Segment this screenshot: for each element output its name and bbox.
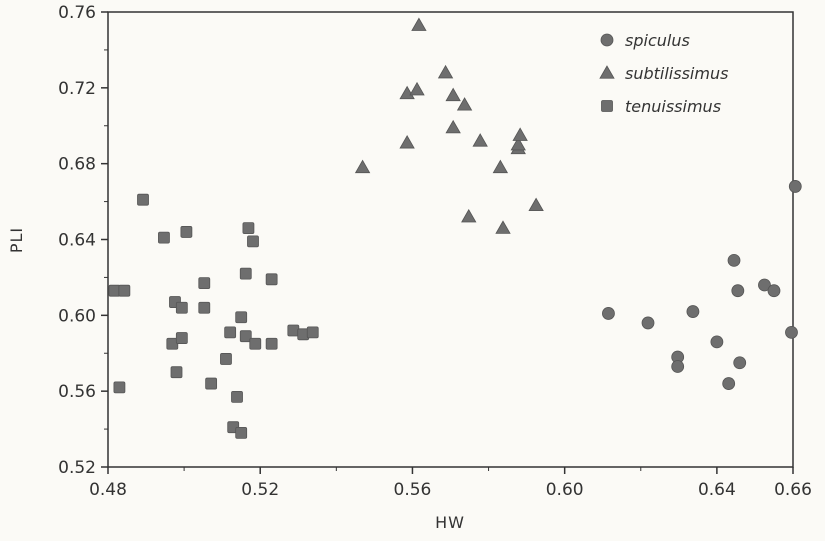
legend-item-subtilissimus: subtilissimus xyxy=(599,64,728,83)
subtilissimus-point xyxy=(445,119,461,134)
subtilissimus-point xyxy=(437,64,454,79)
x-tick-label: 0.64 xyxy=(698,480,736,500)
tenuissimus-point xyxy=(175,301,188,314)
spiculus-point xyxy=(727,253,741,267)
subtilissimus-point xyxy=(512,127,528,141)
tenuissimus-point xyxy=(287,324,300,337)
spiculus-point xyxy=(731,284,745,298)
tenuissimus-point xyxy=(265,337,278,350)
y-tick-label: 0.76 xyxy=(58,3,96,23)
spiculus-point xyxy=(722,377,736,390)
tenuissimus-point xyxy=(235,311,248,324)
spiculus-point xyxy=(671,360,685,373)
tenuissimus-point xyxy=(235,426,248,439)
spiculus-point xyxy=(602,307,615,320)
subtilissimus-point xyxy=(510,136,526,151)
legend-marker-triangle xyxy=(599,65,615,79)
subtilissimus-point xyxy=(409,81,425,96)
tenuissimus-point xyxy=(247,235,259,248)
x-axis-title: HW xyxy=(435,513,465,532)
legend-item-spiculus: spiculus xyxy=(600,31,690,50)
tenuissimus-point xyxy=(108,284,121,297)
tenuissimus-point xyxy=(306,326,319,339)
y-axis-title: PLI xyxy=(7,227,26,253)
y-axis: 0.52 0.56 0.60 0.64 0.68 0.72 0.76 xyxy=(58,3,108,478)
subtilissimus-point xyxy=(399,85,415,100)
x-tick-label: 0.52 xyxy=(241,480,279,500)
series-subtilissimus xyxy=(354,17,544,234)
tenuissimus-point xyxy=(180,226,193,238)
legend-label: spiculus xyxy=(625,31,690,50)
tenuissimus-point xyxy=(239,330,252,343)
tenuissimus-point xyxy=(175,332,188,344)
tenuissimus-point xyxy=(137,193,149,206)
legend-marker-circle xyxy=(600,33,614,47)
subtilissimus-point xyxy=(399,135,415,149)
y-tick-label: 0.64 xyxy=(58,231,96,251)
subtilissimus-point xyxy=(445,87,461,102)
subtilissimus-point xyxy=(456,97,473,111)
y-tick-label: 0.60 xyxy=(58,306,96,326)
legend-label: subtilissimus xyxy=(625,64,728,83)
subtilissimus-point xyxy=(354,159,371,174)
x-tick-label: 0.48 xyxy=(89,480,127,500)
legend-marker-square xyxy=(601,100,613,112)
spiculus-point xyxy=(785,325,798,339)
tenuissimus-point xyxy=(224,326,237,339)
tenuissimus-point xyxy=(113,381,126,394)
tenuissimus-point xyxy=(265,273,278,286)
y-tick-label: 0.68 xyxy=(58,155,96,175)
tenuissimus-point xyxy=(198,277,211,290)
tenuissimus-point xyxy=(242,222,255,235)
spiculus-point xyxy=(733,356,747,370)
tenuissimus-point xyxy=(158,231,170,244)
tenuissimus-point xyxy=(198,301,211,314)
x-tick-label: 0.60 xyxy=(546,480,584,500)
data-points xyxy=(108,17,802,439)
subtilissimus-point xyxy=(528,197,544,212)
tenuissimus-point xyxy=(239,267,252,280)
subtilissimus-point xyxy=(472,133,488,147)
subtilissimus-point xyxy=(411,17,427,31)
legend-label: tenuissimus xyxy=(625,97,721,116)
tenuissimus-point xyxy=(231,390,243,403)
spiculus-point xyxy=(758,278,771,292)
x-tick-label: 0.66 xyxy=(774,480,812,500)
tenuissimus-point xyxy=(170,366,183,379)
y-tick-label: 0.56 xyxy=(58,382,96,402)
tenuissimus-point xyxy=(220,353,232,365)
y-tick-label: 0.72 xyxy=(58,79,96,99)
y-tick-label: 0.52 xyxy=(58,458,96,478)
subtilissimus-point xyxy=(495,220,511,234)
subtilissimus-point xyxy=(492,159,509,174)
tenuissimus-point xyxy=(205,377,218,390)
legend-item-tenuissimus: tenuissimus xyxy=(601,97,721,116)
legend: spiculus subtilissimus tenuissimus xyxy=(599,31,728,116)
spiculus-point xyxy=(788,180,802,193)
x-axis: 0.48 0.52 0.56 0.60 0.64 0.66 xyxy=(89,467,812,500)
spiculus-point xyxy=(767,284,781,298)
tenuissimus-point xyxy=(249,337,262,350)
spiculus-point xyxy=(710,335,724,349)
series-tenuissimus xyxy=(108,193,319,439)
spiculus-point xyxy=(686,305,700,318)
x-tick-label: 0.56 xyxy=(394,480,432,500)
subtilissimus-point xyxy=(461,208,477,223)
spiculus-point xyxy=(641,316,655,330)
tenuissimus-point xyxy=(118,284,131,297)
series-spiculus xyxy=(602,180,802,390)
